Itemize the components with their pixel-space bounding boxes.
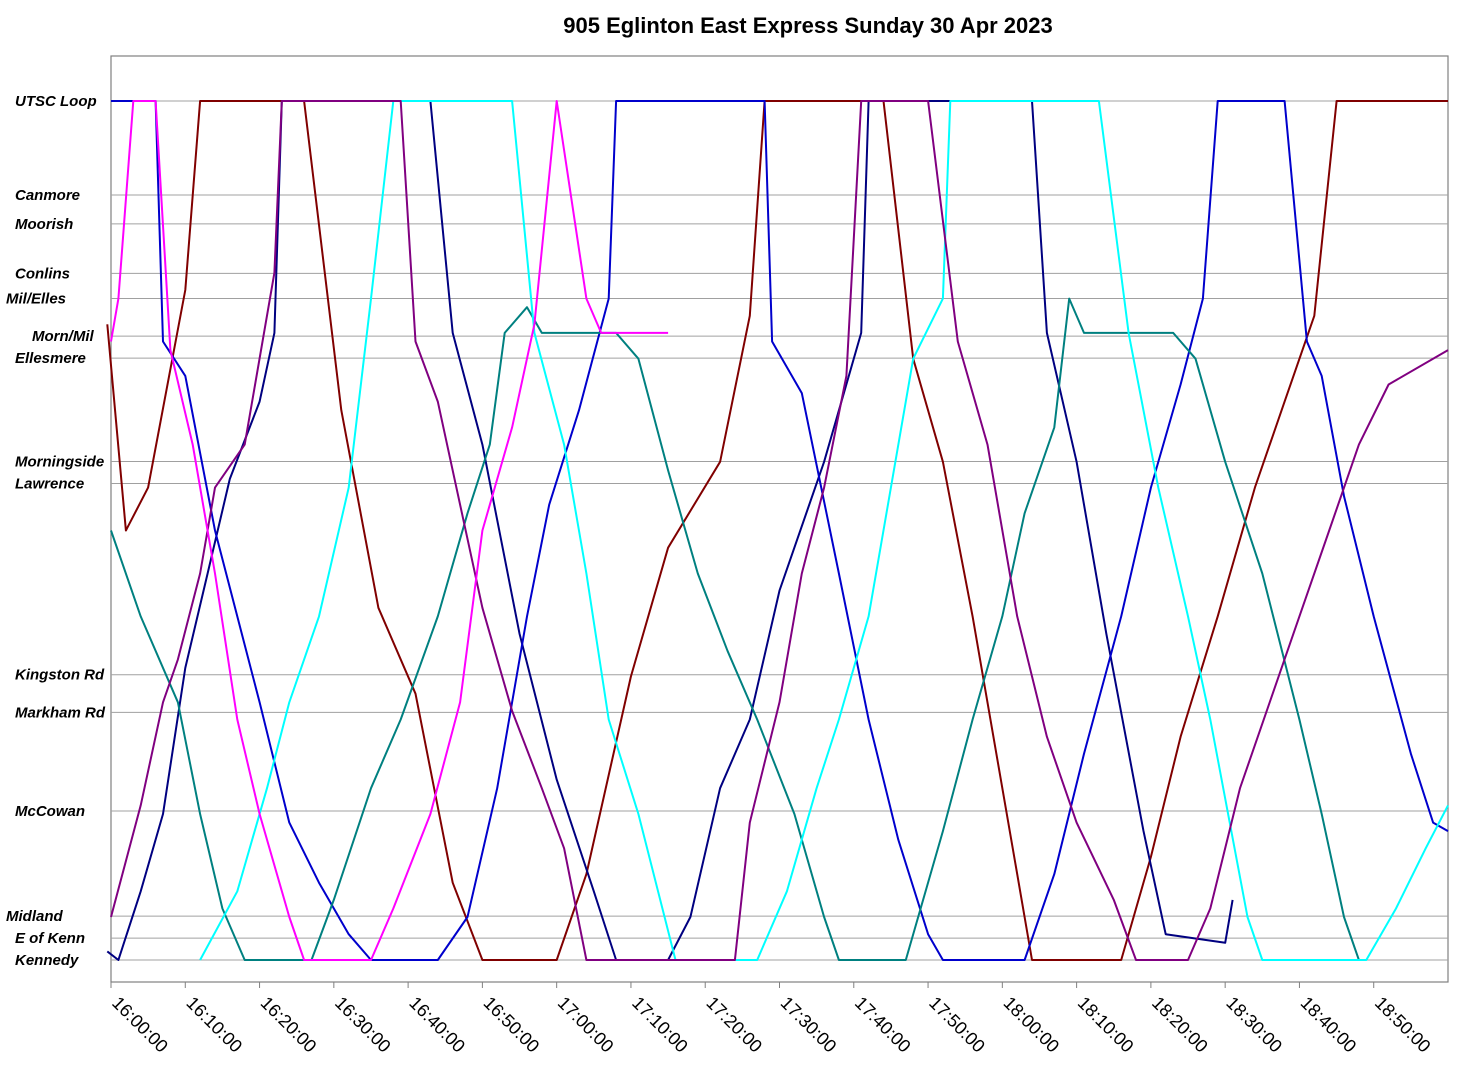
stop-label: Kennedy bbox=[15, 952, 79, 969]
series-line bbox=[110, 100, 669, 961]
series-line bbox=[111, 100, 1449, 961]
stop-label: Midland bbox=[6, 908, 63, 925]
stop-label: Morn/Mil bbox=[32, 328, 94, 345]
stop-label: UTSC Loop bbox=[15, 93, 97, 110]
x-tick-label: 18:10:00 bbox=[1074, 993, 1138, 1057]
x-tick-label: 16:50:00 bbox=[480, 993, 544, 1057]
series-layer bbox=[106, 100, 1449, 961]
x-tick-label: 18:00:00 bbox=[1000, 993, 1064, 1057]
x-tick-label: 18:30:00 bbox=[1222, 993, 1286, 1057]
x-axis: 16:00:00 16:10:00 16:20:00 16:30:00 16:40:00… bbox=[108, 982, 1435, 1057]
x-tick-label: 17:50:00 bbox=[925, 993, 989, 1057]
x-tick-label: 16:30:00 bbox=[331, 993, 395, 1057]
x-tick-label: 16:40:00 bbox=[405, 993, 469, 1057]
stop-label: E of Kenn bbox=[15, 930, 85, 947]
series-line bbox=[110, 297, 1360, 961]
x-tick-label: 18:40:00 bbox=[1297, 993, 1361, 1057]
x-tick-label: 17:10:00 bbox=[628, 993, 692, 1057]
stop-labels: UTSC Loop Canmore Moorish Conlins Mil/Elles M… bbox=[6, 93, 106, 969]
x-tick-label: 17:30:00 bbox=[777, 993, 841, 1057]
x-tick-label: 16:20:00 bbox=[257, 993, 321, 1057]
x-tick-label: 17:00:00 bbox=[554, 993, 618, 1057]
stop-label: Ellesmere bbox=[15, 350, 86, 367]
grid-lines bbox=[111, 100, 1448, 961]
stop-label: Markham Rd bbox=[15, 704, 106, 721]
x-tick-label: 16:10:00 bbox=[182, 993, 246, 1057]
stop-label: Lawrence bbox=[15, 476, 84, 493]
stop-label: Kingston Rd bbox=[15, 667, 105, 684]
x-tick-label: 17:40:00 bbox=[851, 993, 915, 1057]
chart-title: 905 Eglinton East Express Sunday 30 Apr … bbox=[563, 13, 1053, 38]
x-tick-label: 18:50:00 bbox=[1371, 993, 1435, 1057]
stop-label: Mil/Elles bbox=[6, 290, 66, 307]
x-tick-label: 18:20:00 bbox=[1148, 993, 1212, 1057]
x-tick-label: 17:20:00 bbox=[702, 993, 766, 1057]
stop-label: Moorish bbox=[15, 216, 73, 233]
stop-label: McCowan bbox=[15, 803, 85, 820]
series-line bbox=[199, 100, 1449, 961]
stop-label: Canmore bbox=[15, 187, 80, 204]
series-line bbox=[106, 100, 1448, 961]
stop-label: Conlins bbox=[15, 265, 70, 282]
stop-label: Morningside bbox=[15, 454, 104, 471]
series-line bbox=[110, 100, 1449, 961]
x-tick-label: 16:00:00 bbox=[108, 993, 172, 1057]
